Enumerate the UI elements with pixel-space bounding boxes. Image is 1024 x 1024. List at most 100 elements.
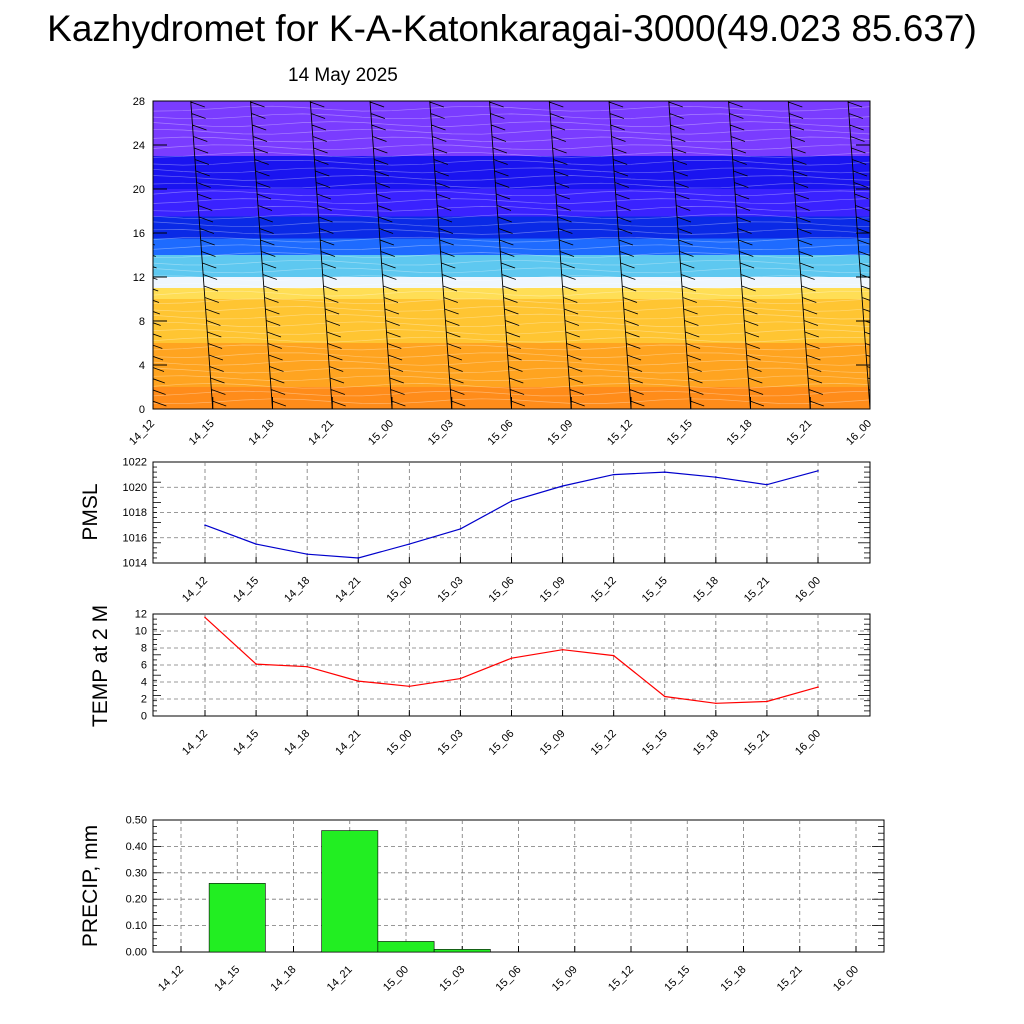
temp2m-point xyxy=(817,686,819,688)
contour-line xyxy=(153,213,870,220)
contour-line xyxy=(153,159,870,166)
x-tick-label: 15_12 xyxy=(606,964,636,994)
pmsl-point xyxy=(306,553,308,555)
contour-line xyxy=(153,113,870,120)
y-tick-label: 0.10 xyxy=(126,920,147,932)
contour-line xyxy=(153,229,870,235)
contour-line xyxy=(153,105,870,112)
x-tick-label: 15_12 xyxy=(589,728,619,758)
wind-barb-column xyxy=(787,101,824,409)
precip-chart: 0.00 0.10 0.20 0.30 0.40 0.50 14_12 14_15 14_18 1… xyxy=(126,815,885,994)
pmsl-point xyxy=(715,476,717,478)
temp2m-point xyxy=(561,648,564,651)
y-tick-label: 0.00 xyxy=(126,947,147,959)
wind-barb-column xyxy=(369,101,406,409)
y-tick-label: 20 xyxy=(133,184,145,196)
contour-line xyxy=(153,336,870,343)
x-tick-label: 14_21 xyxy=(325,964,355,994)
y-tick-label: 0.50 xyxy=(126,815,147,827)
page-title: Kazhydromet for K-A-Katonkaragai-3000(49… xyxy=(47,8,977,49)
temp2m-point xyxy=(663,695,666,698)
x-tick-label: 16_00 xyxy=(844,418,874,448)
x-tick-label: 15_03 xyxy=(426,418,456,448)
y-tick-label: 1018 xyxy=(123,507,147,519)
x-tick-label: 14_15 xyxy=(231,728,261,758)
x-tick-label: 15_12 xyxy=(589,575,619,605)
contour-line xyxy=(153,182,870,189)
y-tick-label: 28 xyxy=(133,96,145,108)
y-tick-label: 6 xyxy=(141,660,147,672)
temp2m-point xyxy=(459,677,462,680)
temp2m-point xyxy=(612,654,615,657)
temp2m-point xyxy=(510,657,513,659)
y-tick-label: 1022 xyxy=(123,457,147,469)
pmsl-point xyxy=(510,500,513,502)
cross-section-chart: 0 4 8 12 16 20 24 28 14_12 14_15 14_18 14_21 15_00 15… xyxy=(127,96,874,448)
contour-line xyxy=(153,198,870,204)
x-tick-label: 15_03 xyxy=(437,964,467,994)
y-tick-label: 1014 xyxy=(123,558,147,570)
x-tick-label: 14_18 xyxy=(269,964,299,994)
grid xyxy=(153,462,870,563)
y-tick-label: 24 xyxy=(133,140,145,152)
x-tick-label: 14_12 xyxy=(127,418,157,448)
y-tick-label: 4 xyxy=(139,360,145,372)
contour-line xyxy=(153,128,870,135)
minor-ticks xyxy=(153,819,884,953)
x-tick-label: 14_21 xyxy=(333,575,363,605)
x-tick-label: 15_09 xyxy=(550,964,580,994)
wind-barb-column xyxy=(153,221,167,409)
y-tick-label: 0 xyxy=(141,711,147,723)
x-tick-label: 14_18 xyxy=(247,418,277,448)
contour-line xyxy=(153,306,870,312)
grid xyxy=(153,614,870,716)
pmsl-chart: 1014 1016 1018 1020 1022 14_12 14_15 14_18 14_21… xyxy=(123,457,871,605)
contour-line xyxy=(153,259,870,266)
contour-line xyxy=(153,290,870,297)
x-tick-label: 15_09 xyxy=(545,418,575,448)
x-tick-label: 15_15 xyxy=(662,964,692,994)
cross-section-field xyxy=(153,101,870,409)
wind-barb-column xyxy=(429,101,466,409)
x-tick-label: 15_00 xyxy=(366,418,396,448)
pmsl-point xyxy=(612,473,615,476)
x-tick-label: 15_12 xyxy=(605,418,635,448)
pmsl-point xyxy=(255,543,257,545)
grid xyxy=(153,820,884,952)
y-tick-label: 0.40 xyxy=(126,841,147,853)
precip-bar xyxy=(377,941,435,953)
contour-line xyxy=(153,375,870,381)
contour-line xyxy=(153,236,870,243)
x-tick-label: 15_06 xyxy=(487,728,517,758)
x-tick-label: 14_12 xyxy=(180,728,210,758)
x-tick-label: 15_15 xyxy=(665,418,695,448)
wind-barb-column xyxy=(309,101,346,409)
contour-line xyxy=(153,275,870,281)
x-tick-label: 15_03 xyxy=(435,575,465,605)
temp2m-point xyxy=(408,685,411,688)
y-tick-label: 4 xyxy=(141,677,147,689)
x-tick-label: 16_00 xyxy=(793,575,823,605)
x-tick-label: 15_06 xyxy=(486,418,516,448)
x-tick-label: 15_21 xyxy=(775,964,805,994)
x-tick-label: 14_15 xyxy=(212,964,242,994)
contour-line xyxy=(153,267,870,274)
x-tick-label: 14_12 xyxy=(180,575,210,605)
x-tick-label: 14_15 xyxy=(187,418,217,448)
x-tick-label: 15_06 xyxy=(487,575,517,605)
wind-barb-column xyxy=(548,101,585,409)
pmsl-point xyxy=(357,557,360,559)
contour-line xyxy=(153,383,870,389)
contour-line xyxy=(153,190,870,197)
contour-line xyxy=(153,390,870,397)
x-tick-label: 14_21 xyxy=(306,418,336,448)
x-tick-label: 15_15 xyxy=(640,728,670,758)
contour-line xyxy=(153,352,870,358)
x-tick-label: 15_09 xyxy=(538,575,568,605)
contour-line xyxy=(153,175,870,181)
contour-line xyxy=(153,167,870,174)
y-tick-label: 0.30 xyxy=(126,867,147,879)
x-tick-label: 14_12 xyxy=(156,964,186,994)
x-tick-label: 15_15 xyxy=(640,575,670,605)
